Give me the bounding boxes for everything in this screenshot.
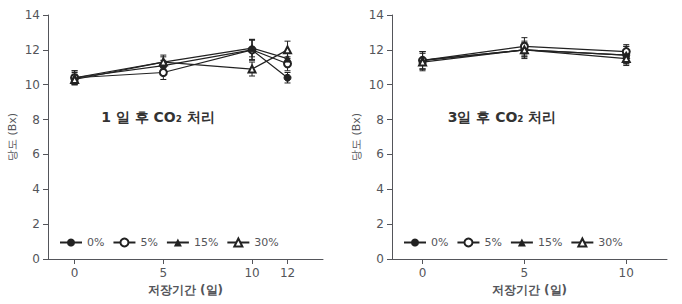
svg-text:10: 10 bbox=[369, 78, 384, 92]
svg-text:14: 14 bbox=[25, 8, 40, 22]
svg-text:0: 0 bbox=[376, 252, 384, 266]
svg-text:0: 0 bbox=[419, 266, 427, 280]
svg-text:당도 (Bx): 당도 (Bx) bbox=[6, 113, 19, 161]
svg-text:15%: 15% bbox=[194, 236, 218, 249]
svg-text:2: 2 bbox=[32, 217, 40, 231]
svg-text:저장기간 (일): 저장기간 (일) bbox=[492, 283, 567, 297]
svg-text:저장기간 (일): 저장기간 (일) bbox=[148, 283, 223, 297]
svg-text:6: 6 bbox=[376, 147, 384, 161]
svg-text:4: 4 bbox=[376, 182, 384, 196]
svg-text:2: 2 bbox=[376, 217, 384, 231]
svg-text:30%: 30% bbox=[254, 236, 278, 249]
svg-text:30%: 30% bbox=[598, 236, 622, 249]
svg-text:당도 (Bx): 당도 (Bx) bbox=[350, 113, 363, 161]
svg-text:5: 5 bbox=[521, 266, 529, 280]
svg-text:0: 0 bbox=[71, 266, 79, 280]
svg-text:3일 후 CO₂ 처리: 3일 후 CO₂ 처리 bbox=[448, 109, 557, 125]
svg-text:12: 12 bbox=[25, 43, 40, 57]
svg-text:6: 6 bbox=[32, 147, 40, 161]
svg-text:15%: 15% bbox=[538, 236, 562, 249]
svg-text:5%: 5% bbox=[140, 236, 157, 249]
svg-text:8: 8 bbox=[32, 113, 40, 127]
svg-text:12: 12 bbox=[369, 43, 384, 57]
svg-text:5: 5 bbox=[160, 266, 168, 280]
svg-text:0%: 0% bbox=[87, 236, 104, 249]
svg-text:5%: 5% bbox=[484, 236, 501, 249]
svg-text:4: 4 bbox=[32, 182, 40, 196]
svg-text:1 일 후 CO₂ 처리: 1 일 후 CO₂ 처리 bbox=[101, 109, 215, 125]
svg-text:14: 14 bbox=[369, 8, 384, 22]
svg-text:0: 0 bbox=[32, 252, 40, 266]
svg-text:10: 10 bbox=[25, 78, 40, 92]
svg-text:0%: 0% bbox=[431, 236, 448, 249]
svg-text:8: 8 bbox=[376, 113, 384, 127]
svg-text:10: 10 bbox=[244, 266, 259, 280]
svg-text:12: 12 bbox=[280, 266, 295, 280]
svg-text:10: 10 bbox=[619, 266, 634, 280]
